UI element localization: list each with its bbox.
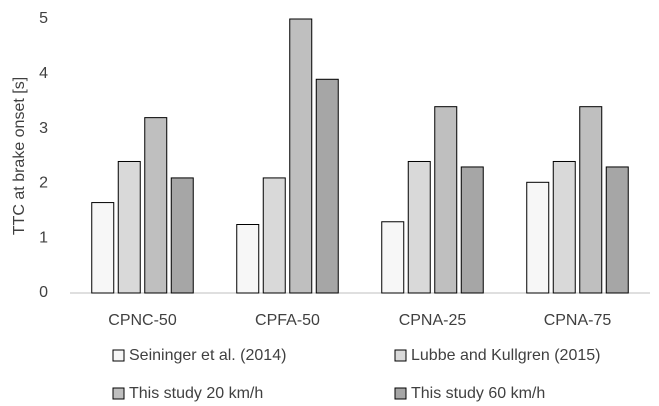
y-tick-label: 5	[39, 10, 48, 27]
bar	[407, 160, 431, 294]
bar	[91, 202, 115, 294]
x-tick-label: CPFA-50	[255, 312, 320, 329]
bar	[526, 181, 550, 294]
bar	[605, 166, 629, 294]
legend-label: This study 20 km/h	[129, 385, 263, 402]
y-tick-label: 3	[39, 120, 48, 137]
bar	[460, 166, 484, 294]
y-tick-label: 4	[39, 65, 48, 82]
legend-swatch	[112, 349, 125, 362]
bar	[552, 160, 576, 294]
legend-label: This study 60 km/h	[411, 385, 545, 402]
bar	[170, 177, 194, 294]
x-tick-label: CPNA-75	[544, 312, 612, 329]
bar	[144, 117, 168, 294]
bar	[434, 106, 458, 294]
bar	[117, 160, 141, 294]
legend-swatch	[394, 349, 407, 362]
legend-label: Lubbe and Kullgren (2015)	[411, 347, 600, 364]
y-axis-label: TTC at brake onset [s]	[11, 77, 28, 235]
bar	[236, 224, 260, 294]
bar	[289, 18, 313, 294]
x-tick-label: CPNC-50	[108, 312, 177, 329]
y-tick-label: 2	[39, 175, 48, 192]
bar	[315, 78, 339, 294]
bar	[579, 106, 603, 294]
legend-swatch	[394, 387, 407, 400]
legend-label: Seininger et al. (2014)	[129, 347, 286, 364]
bar	[262, 177, 286, 294]
y-tick-label: 1	[39, 229, 48, 246]
y-tick-label: 0	[39, 284, 48, 301]
x-tick-label: CPNA-25	[399, 312, 467, 329]
bar	[381, 221, 405, 294]
legend-swatch	[112, 387, 125, 400]
